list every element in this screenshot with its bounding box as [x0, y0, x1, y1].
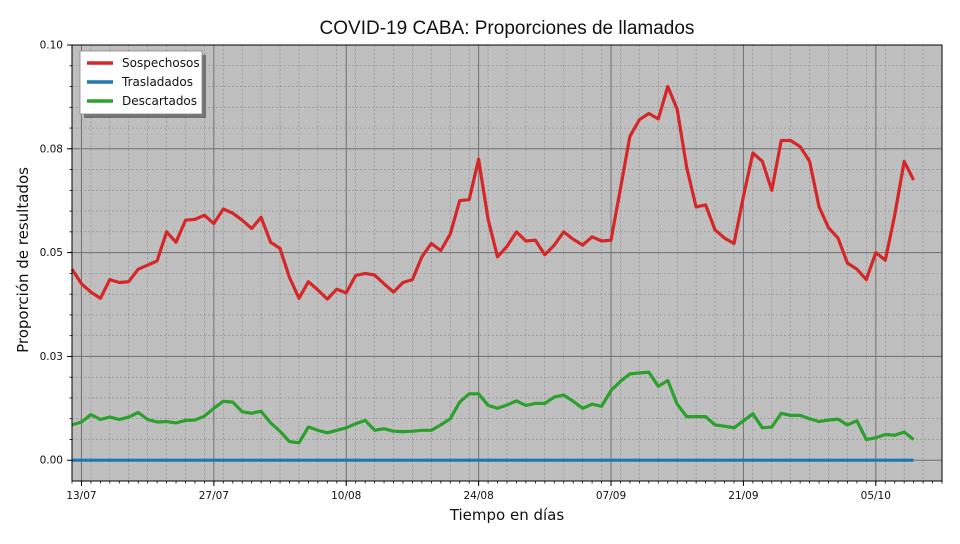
x-tick-label: 24/08 [463, 490, 493, 502]
legend-label: Trasladados [121, 75, 193, 89]
y-tick-label: 0.08 [40, 143, 63, 155]
y-tick-label: 0.10 [40, 40, 63, 52]
x-axis-label: Tiempo en días [449, 506, 565, 524]
x-tick-label: 13/07 [66, 490, 96, 502]
x-tick-label: 21/09 [728, 490, 758, 502]
legend: Sospechosos Trasladados Descartados [79, 50, 206, 118]
x-tick-label: 05/10 [861, 490, 891, 502]
y-tick-label: 0.03 [40, 351, 63, 363]
y-tick-label: 0.05 [40, 247, 63, 259]
x-tick-label: 27/07 [199, 490, 229, 502]
chart-title: COVID-19 CABA: Proporciones de llamados [320, 18, 695, 39]
plot-area: 13/07 27/07 10/08 24/08 07/09 21/09 05/10 0.00 0… [40, 40, 943, 502]
x-tick-label: 10/08 [331, 490, 361, 502]
x-tick-label: 07/09 [596, 490, 626, 502]
legend-label: Descartados [122, 94, 197, 108]
axes: 13/07 27/07 10/08 24/08 07/09 21/09 05/10 0.00 0… [40, 40, 943, 502]
series-line-sospechosos [70, 84, 916, 301]
y-axis-label: Proporción de resultados [14, 167, 32, 353]
series-line-descartados [71, 370, 915, 445]
legend-label: Sospechosos [122, 56, 200, 70]
y-tick-label: 0.00 [40, 455, 63, 467]
